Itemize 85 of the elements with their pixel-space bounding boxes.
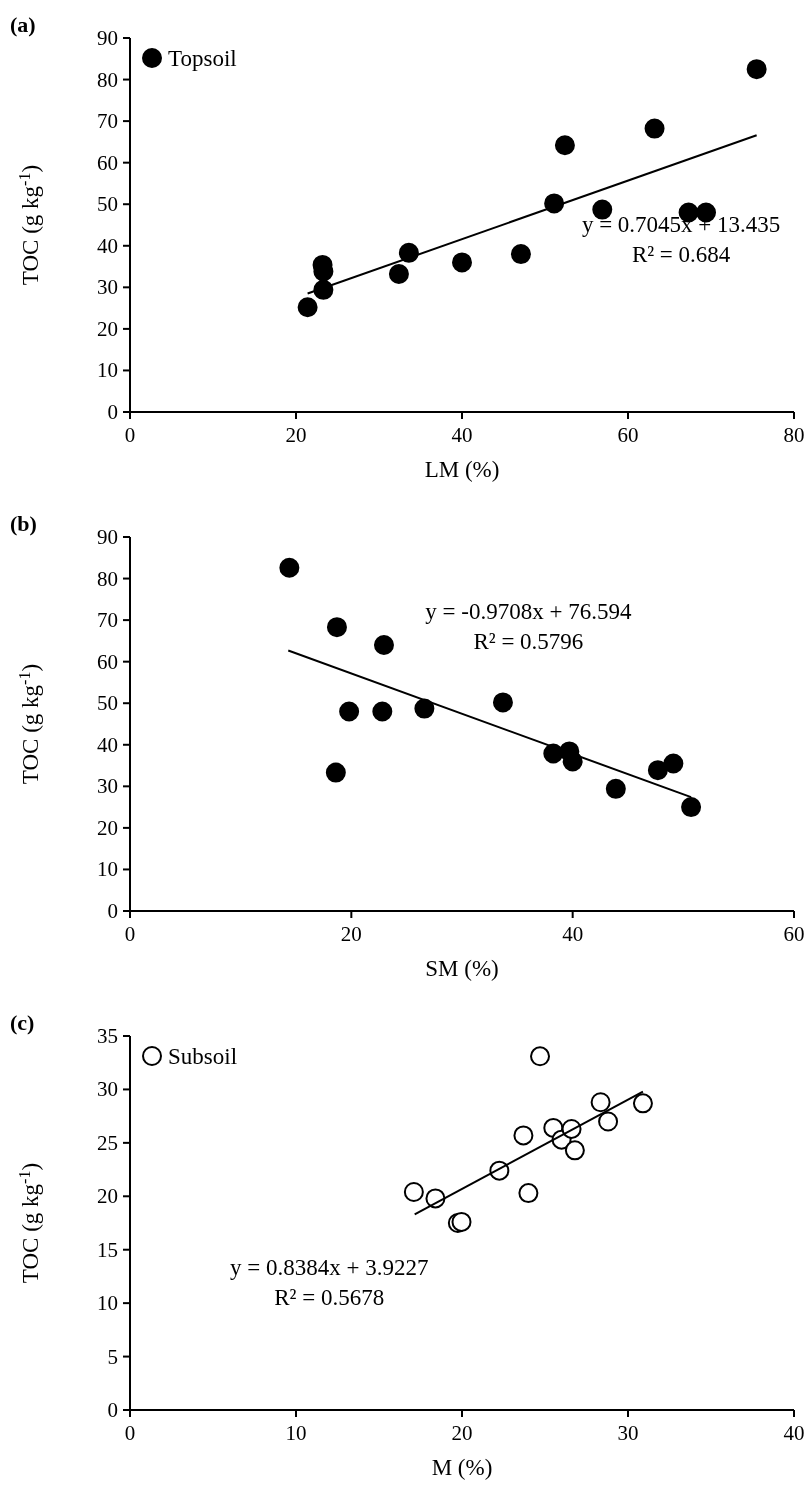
x-tick-label: 20	[340, 922, 362, 946]
y-tick-label: 60	[97, 150, 118, 175]
y-tick-label: 5	[107, 1344, 118, 1369]
point	[326, 617, 347, 638]
annotation: R² = 0.684	[631, 242, 731, 268]
point	[373, 635, 394, 656]
annotation: y = 0.8384x + 3.9227	[229, 1255, 429, 1281]
point	[681, 797, 702, 818]
x-tick-label: 30	[617, 1421, 639, 1445]
point	[605, 778, 626, 799]
point	[388, 264, 409, 285]
y-tick-label: 70	[97, 608, 118, 633]
point	[562, 751, 583, 772]
point	[325, 762, 346, 783]
y-tick-label: 15	[97, 1237, 118, 1262]
y-tick-label: 20	[97, 316, 118, 341]
chart-title: (c)	[10, 1010, 35, 1035]
annotation: y = -0.9708x + 76.594	[425, 599, 632, 625]
y-tick-label: 50	[97, 192, 118, 217]
point	[647, 760, 668, 781]
y-tick-label: 0	[107, 400, 118, 424]
y-tick-label: 80	[97, 67, 118, 92]
point	[279, 557, 300, 578]
point	[510, 244, 531, 265]
x-tick-label: 40	[562, 922, 584, 946]
y-tick-label: 25	[97, 1130, 118, 1155]
chart-title: (a)	[10, 12, 36, 37]
point	[513, 1125, 534, 1146]
y-tick-label: 0	[107, 899, 118, 923]
point	[590, 1092, 611, 1113]
y-tick-label: 40	[97, 233, 118, 258]
point	[452, 252, 472, 273]
x-tick-label: 80	[783, 423, 804, 447]
x-tick-label: 20	[451, 1421, 473, 1445]
y-tick-label: 80	[97, 566, 118, 591]
point	[592, 199, 613, 220]
x-tick-label: 40	[451, 423, 473, 447]
y-tick-label: 90	[97, 525, 118, 549]
point	[414, 698, 435, 719]
point	[297, 297, 318, 318]
legend-label: Topsoil	[168, 46, 237, 71]
point	[696, 202, 717, 223]
point	[632, 1093, 653, 1114]
x-tick-label: 20	[285, 423, 307, 447]
x-tick-label: 60	[617, 423, 639, 447]
y-tick-label: 60	[97, 649, 118, 674]
annotation: R² = 0.5678	[274, 1285, 385, 1311]
x-tick-label: 0	[124, 1421, 136, 1445]
y-tick-label: 40	[97, 732, 118, 757]
y-tick-label: 10	[97, 1291, 118, 1316]
point	[372, 701, 393, 722]
y-tick-label: 20	[97, 815, 118, 840]
point	[530, 1046, 551, 1067]
x-tick-label: 10	[285, 1421, 307, 1445]
point	[554, 135, 575, 156]
point	[746, 59, 767, 80]
legend-label: Subsoil	[168, 1044, 238, 1069]
x-axis-title: SM (%)	[425, 956, 499, 981]
point	[518, 1183, 539, 1204]
x-axis-title: LM (%)	[424, 457, 500, 482]
x-tick-label: 0	[124, 423, 136, 447]
point	[663, 753, 684, 774]
point	[598, 1111, 619, 1132]
y-tick-label: 30	[97, 275, 118, 300]
y-tick-label: 50	[97, 691, 118, 716]
y-tick-label: 35	[97, 1024, 118, 1048]
x-tick-label: 40	[783, 1421, 804, 1445]
y-tick-label: 0	[107, 1398, 118, 1422]
x-tick-label: 0	[124, 922, 136, 946]
annotation: R² = 0.5796	[473, 629, 584, 655]
y-tick-label: 20	[97, 1184, 118, 1209]
point	[403, 1182, 424, 1203]
point	[339, 701, 360, 722]
y-tick-label: 30	[97, 1077, 118, 1102]
y-tick-label: 10	[97, 857, 118, 882]
x-tick-label: 60	[783, 922, 804, 946]
x-axis-title: M (%)	[431, 1455, 493, 1480]
y-tick-label: 10	[97, 358, 118, 383]
point	[564, 1140, 585, 1161]
chart-title: (b)	[10, 511, 37, 536]
y-tick-label: 70	[97, 109, 118, 134]
y-tick-label: 90	[97, 26, 118, 50]
point	[492, 692, 513, 713]
point	[644, 118, 665, 139]
y-tick-label: 30	[97, 774, 118, 799]
